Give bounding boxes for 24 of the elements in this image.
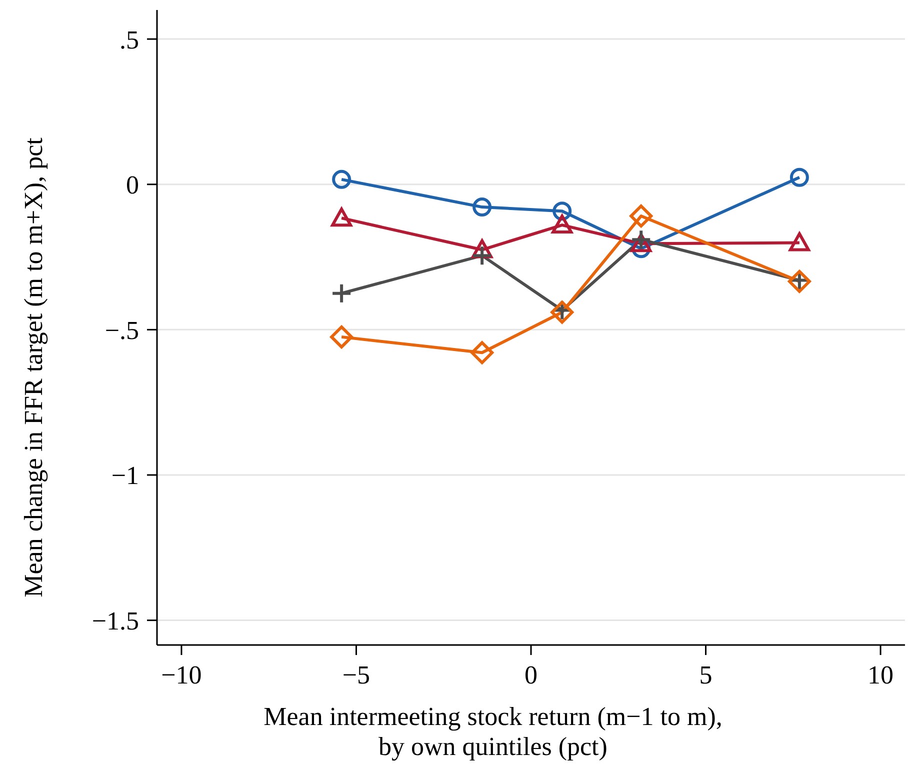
y-tick-label: 0 <box>126 170 139 200</box>
point <box>630 204 653 228</box>
x-tick-label: −10 <box>161 660 202 690</box>
y-tick-label: .5 <box>120 25 139 54</box>
y-axis-title: Mean change in FFR target (m to m+X), pct <box>19 136 48 598</box>
x-tick-label: 10 <box>868 660 894 690</box>
x-axis-title: Mean intermeeting stock return (m−1 to m), by own quintiles (pct) <box>262 702 724 762</box>
point <box>331 282 352 304</box>
y-tick-label: −1.5 <box>92 606 139 636</box>
y-tick-label: −1 <box>111 461 139 490</box>
point <box>470 341 494 364</box>
x-tick-label: −5 <box>342 660 370 690</box>
point <box>330 325 354 348</box>
point <box>331 208 352 227</box>
point <box>630 229 652 250</box>
point <box>472 198 492 217</box>
point <box>788 232 810 252</box>
x-tick-label: 5 <box>699 660 712 690</box>
point <box>472 245 493 266</box>
y-tick-label: −.5 <box>104 316 139 345</box>
point <box>552 214 573 234</box>
x-tick-label: 0 <box>524 660 538 690</box>
point <box>332 170 352 189</box>
point <box>790 168 809 187</box>
